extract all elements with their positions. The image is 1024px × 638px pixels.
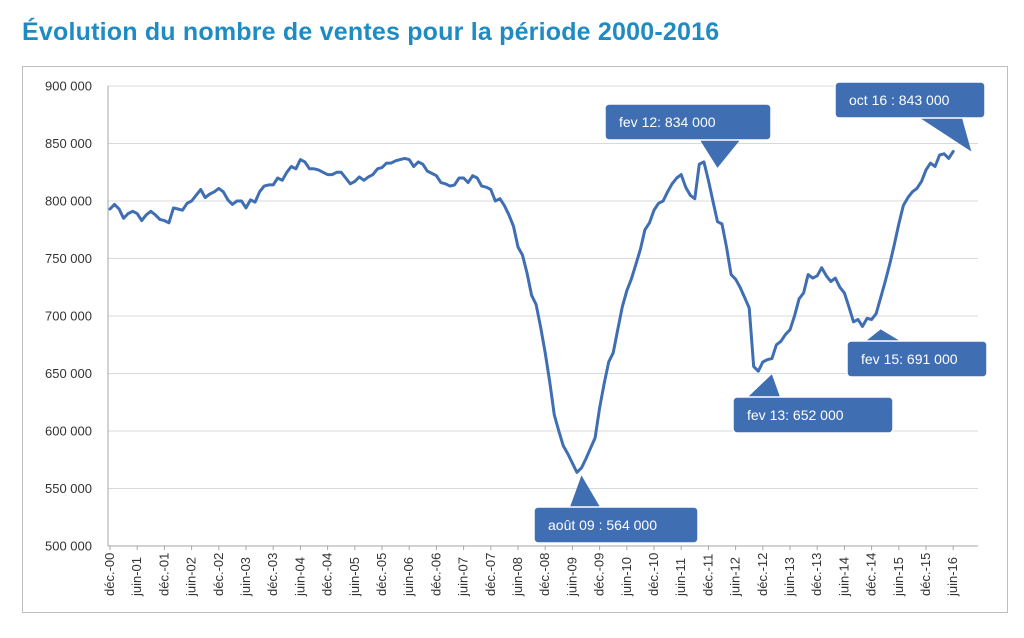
x-tick-label: juin-12 bbox=[728, 557, 743, 597]
callout: fev 13: 652 000 bbox=[732, 374, 894, 434]
x-tick-label: juin-11 bbox=[673, 558, 688, 597]
callout-label: fev 13: 652 000 bbox=[747, 407, 844, 423]
x-tick-label: juin-08 bbox=[510, 557, 525, 597]
x-tick-label: juin-15 bbox=[891, 557, 906, 597]
x-tick-label: déc.-11 bbox=[700, 554, 715, 596]
x-tick-label: juin-03 bbox=[238, 557, 253, 597]
x-tick-label: juin-09 bbox=[564, 557, 579, 597]
callout-pointer bbox=[570, 475, 600, 507]
chart-frame bbox=[22, 66, 1008, 613]
x-tick-label: déc.-03 bbox=[265, 553, 280, 596]
x-tick-label: juin-10 bbox=[619, 557, 634, 597]
x-tick-label: déc.-00 bbox=[102, 553, 117, 596]
y-tick-label: 550 000 bbox=[45, 481, 92, 496]
callout-pointer bbox=[866, 329, 900, 341]
x-tick-label: déc.-15 bbox=[918, 553, 933, 596]
x-tick-label: juin-13 bbox=[782, 557, 797, 597]
x-axis-ticks: déc.-00 juin-01 déc.-01 juin-02 déc.-02 juin-… bbox=[102, 553, 960, 597]
x-tick-label: juin-06 bbox=[401, 557, 416, 597]
x-tick-label: déc.-09 bbox=[592, 553, 607, 596]
callout-label: août 09 : 564 000 bbox=[548, 517, 657, 533]
y-tick-label: 600 000 bbox=[45, 424, 92, 439]
callout: oct 16 : 843 000 bbox=[834, 81, 986, 152]
callout-pointer bbox=[920, 118, 972, 152]
x-tick-label: déc.-07 bbox=[483, 553, 498, 596]
callout-label: fev 15: 691 000 bbox=[861, 351, 958, 367]
x-tick-label: déc.-10 bbox=[646, 553, 661, 596]
callout-box bbox=[834, 81, 986, 119]
series-layer bbox=[108, 150, 955, 474]
x-tick-label: déc.-13 bbox=[809, 553, 824, 596]
x-tick-label: déc.-01 bbox=[156, 553, 171, 596]
callouts-layer: fev 12: 834 000 oct 16 : 843 000 août 09 :… bbox=[533, 81, 988, 544]
axes bbox=[107, 86, 978, 550]
x-tick-label: déc.-02 bbox=[211, 553, 226, 596]
x-tick-label: juin-05 bbox=[347, 557, 362, 597]
x-tick-label: juin-16 bbox=[945, 557, 960, 597]
callout-pointer bbox=[700, 140, 740, 168]
callout: fev 15: 691 000 bbox=[846, 329, 988, 378]
y-tick-label: 800 000 bbox=[45, 194, 92, 209]
callout-box bbox=[732, 396, 894, 434]
y-tick-label: 500 000 bbox=[45, 539, 92, 554]
x-tick-label: déc.-04 bbox=[320, 553, 335, 596]
callout-label: fev 12: 834 000 bbox=[619, 114, 716, 130]
callout: fev 12: 834 000 bbox=[604, 103, 772, 168]
series-line bbox=[108, 150, 955, 474]
gridlines bbox=[108, 85, 978, 547]
callout-box bbox=[604, 103, 772, 141]
x-tick-label: déc.-08 bbox=[537, 553, 552, 596]
y-tick-label: 900 000 bbox=[45, 79, 92, 94]
x-tick-label: déc.-14 bbox=[864, 553, 879, 596]
y-tick-label: 850 000 bbox=[45, 136, 92, 151]
callout-label: oct 16 : 843 000 bbox=[849, 92, 950, 108]
y-tick-label: 700 000 bbox=[45, 309, 92, 324]
x-tick-label: juin-07 bbox=[456, 557, 471, 597]
x-tick-label: juin-02 bbox=[184, 557, 199, 597]
y-tick-label: 650 000 bbox=[45, 366, 92, 381]
y-tick-label: 750 000 bbox=[45, 251, 92, 266]
x-tick-label: juin-04 bbox=[292, 557, 307, 597]
callout: août 09 : 564 000 bbox=[533, 475, 699, 544]
x-tick-label: déc.-06 bbox=[428, 553, 443, 596]
y-axis-ticks: 500 000 550 000 600 000 650 000 700 000 750 0… bbox=[45, 79, 92, 554]
x-tick-label: juin-14 bbox=[836, 557, 851, 597]
callout-pointer bbox=[748, 374, 780, 397]
x-tick-label: déc.-05 bbox=[374, 553, 389, 596]
callout-box bbox=[533, 506, 699, 544]
callout-box bbox=[846, 340, 988, 378]
chart-title: Évolution du nombre de ventes pour la pé… bbox=[22, 18, 720, 46]
x-tick-label: déc.-12 bbox=[755, 553, 770, 596]
x-tick-label: juin-01 bbox=[129, 557, 144, 597]
